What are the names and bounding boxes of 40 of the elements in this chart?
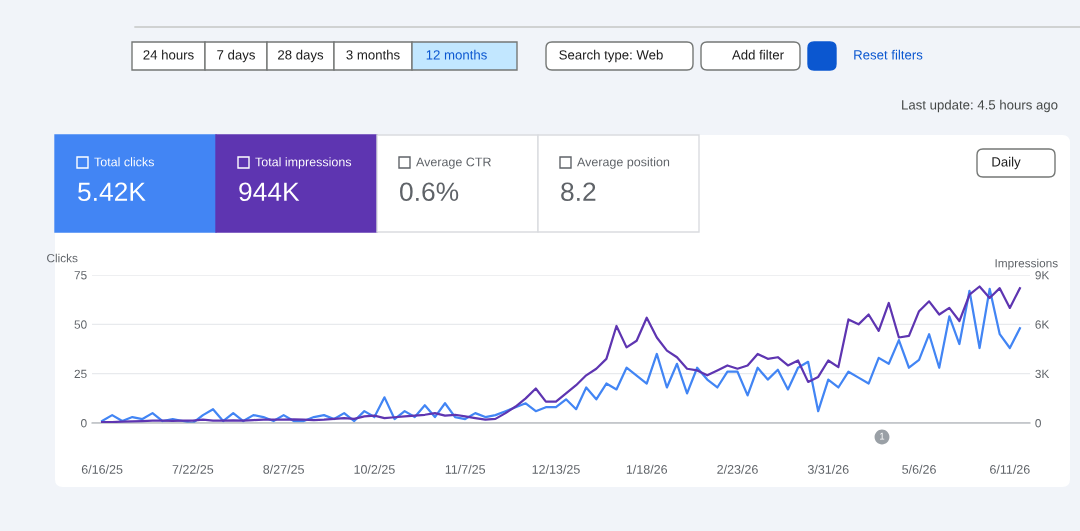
text: 5.42K [78,182,146,202]
text: 8.2 [561,182,596,202]
x-tick-label: 7/22/25 [172,464,214,474]
y-tick-label: 25 [74,369,87,379]
text: 1 [880,432,885,440]
text: 944K [239,182,300,202]
text: Reset filters [854,49,923,60]
text: 24 hours [143,49,194,60]
text: 12 months [426,49,487,60]
x-tick-label: 10/2/25 [354,464,395,474]
x-tick-label: 5/6/26 [902,464,936,474]
x-tick-label: 6/11/26 [990,464,1030,474]
y2-tick-label: 0 [1035,419,1041,428]
text: Average position [577,157,670,169]
text: Total impressions [255,157,352,169]
x-tick-label: 6/16/25 [81,464,123,474]
x-tick-label: 2/23/26 [717,464,758,474]
text: Add filter [731,49,784,60]
x-tick-label: 1/18/26 [626,464,668,474]
text: Daily [992,156,1021,170]
text: Search type: Web [559,49,663,63]
text: 28 days [278,49,324,63]
text: 7 days [217,49,255,63]
text: Last update: 4.5 hours ago [902,99,1058,113]
text: 0.6% [400,182,459,202]
x-tick-label: 12/13/25 [532,464,580,474]
text: Average CTR [416,157,491,169]
y2-tick-label: 9K [1035,271,1050,280]
y2-tick-label: 3K [1035,369,1050,379]
text: Total clicks [94,157,154,167]
y2-axis-title: Impressions [995,258,1058,270]
x-tick-label: 3/31/26 [807,464,849,474]
y-axis-title: Clicks [47,253,78,263]
y-tick-label: 75 [74,271,87,280]
y2-tick-label: 6K [1035,320,1050,329]
text: 3 months [346,49,400,60]
x-tick-label: 8/27/25 [263,464,304,474]
x-tick-label: 11/7/25 [445,464,486,474]
y-tick-label: 50 [74,320,87,329]
y-tick-label: 0 [81,419,87,428]
